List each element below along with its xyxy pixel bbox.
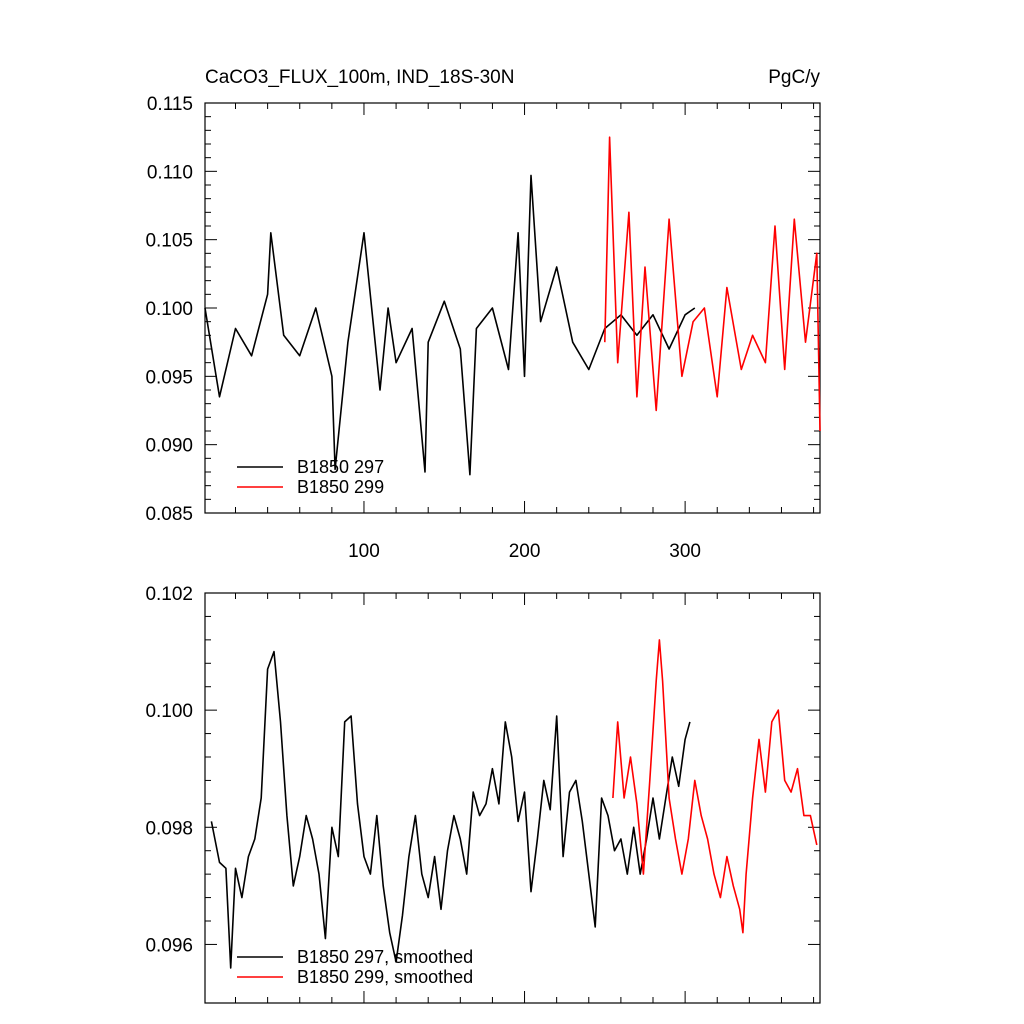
bottom-series-line-1 <box>210 650 691 969</box>
top-xtick-label: 100 <box>348 541 380 562</box>
top-xtick-label: 200 <box>509 541 541 562</box>
top-ytick-label: 0.115 <box>147 94 193 115</box>
bottom-ytick-label: 0.102 <box>145 584 193 605</box>
bottom-series-line-2 <box>612 639 818 934</box>
figure-left-title: CaCO3_FLUX_100m, IND_18S-30N <box>205 67 514 88</box>
top-legend-label-1: B1850 297 <box>297 457 384 477</box>
top-xtick-label: 300 <box>669 541 701 562</box>
bottom-panel-smoothed: 0.096 0.098 0.100 0.102 B1850 297, smoothedB… <box>145 584 821 1004</box>
top-legend-label-2: B1850 299 <box>297 477 384 497</box>
top-ytick-label: 0.090 <box>145 436 193 457</box>
top-ytick-label: 0.100 <box>145 299 193 320</box>
top-ytick-label: 0.085 <box>145 504 193 525</box>
bottom-plot-frame <box>204 592 821 1004</box>
top-panel-timeseries: 0.085 0.090 0.095 0.100 0.105 0.110 0.115 100 20… <box>145 94 821 562</box>
top-ytick-label: 0.110 <box>147 162 193 183</box>
top-series-line-2 <box>604 136 821 432</box>
bottom-legend-label-1: B1850 297, smoothed <box>297 947 473 967</box>
bottom-ytick-label: 0.096 <box>145 935 193 956</box>
top-ytick-label: 0.105 <box>145 231 193 252</box>
figure-right-title: PgC/y <box>768 67 820 88</box>
bottom-legend-label-2: B1850 299, smoothed <box>297 967 473 987</box>
bottom-ytick-label: 0.098 <box>145 818 193 839</box>
top-ytick-label: 0.095 <box>145 367 193 388</box>
bottom-ytick-label: 0.100 <box>145 701 193 722</box>
top-series-line-1 <box>204 174 696 476</box>
